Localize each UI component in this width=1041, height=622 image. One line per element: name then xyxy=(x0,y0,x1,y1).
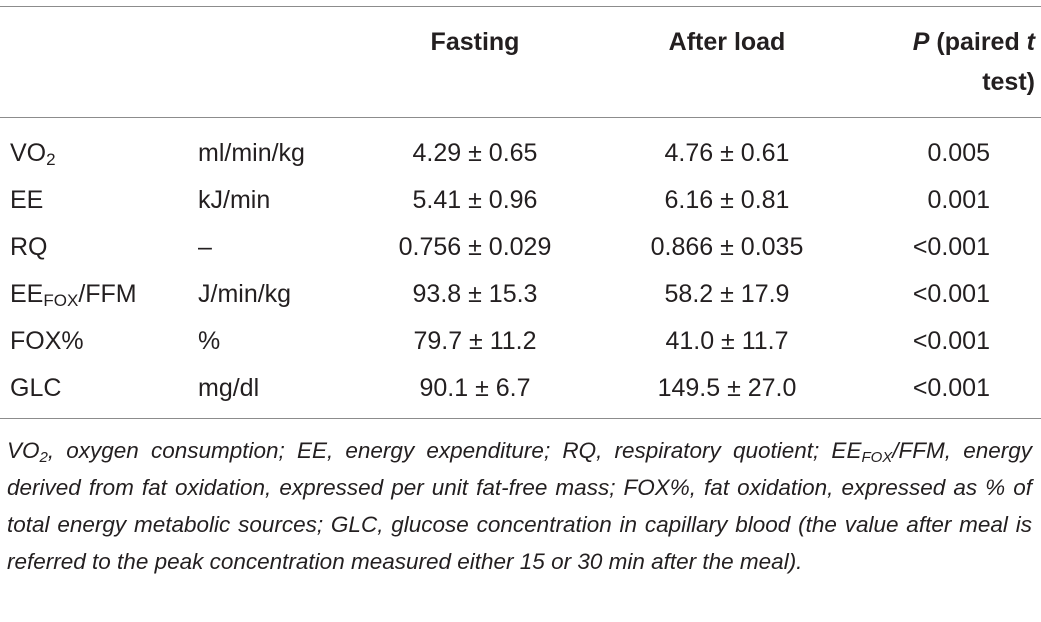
table-row: EE kJ/min 5.41 ± 0.96 6.16 ± 0.81 0.001 xyxy=(0,177,1041,224)
row-fasting: 93.8 ± 15.3 xyxy=(412,280,538,308)
row-unit: mg/dl xyxy=(198,374,260,402)
row-p-value: <0.001 xyxy=(912,327,990,355)
row-p-value: 0.005 xyxy=(927,139,990,167)
header-after-load: After load xyxy=(668,28,786,56)
table-header-rule xyxy=(0,117,1041,118)
row-p-value: <0.001 xyxy=(912,233,990,261)
row-unit: kJ/min xyxy=(198,186,271,214)
table-row: EEFOX/FFM J/min/kg 93.8 ± 15.3 58.2 ± 17… xyxy=(0,271,1041,318)
table-bottom-rule xyxy=(0,418,1041,419)
row-variable: VO2 xyxy=(10,139,56,169)
row-after-load: 4.76 ± 0.61 xyxy=(664,139,790,167)
row-p-value: <0.001 xyxy=(912,280,990,308)
row-unit: ml/min/kg xyxy=(198,139,305,167)
row-unit: J/min/kg xyxy=(198,280,292,308)
row-p-value: 0.001 xyxy=(927,186,990,214)
row-variable: GLC xyxy=(10,374,62,402)
row-fasting: 0.756 ± 0.029 xyxy=(398,233,552,261)
table-row: FOX% % 79.7 ± 11.2 41.0 ± 11.7 <0.001 xyxy=(0,318,1041,365)
table-row: VO2 ml/min/kg 4.29 ± 0.65 4.76 ± 0.61 0.… xyxy=(0,130,1041,177)
row-after-load: 6.16 ± 0.81 xyxy=(664,186,790,214)
row-variable: FOX% xyxy=(10,327,84,355)
row-after-load: 41.0 ± 11.7 xyxy=(665,327,789,355)
row-fasting: 4.29 ± 0.65 xyxy=(412,139,538,167)
row-variable: RQ xyxy=(10,233,48,261)
row-fasting: 79.7 ± 11.2 xyxy=(413,327,537,355)
header-p-value: P (paired t test) xyxy=(870,22,1035,102)
table-top-rule xyxy=(0,6,1041,7)
row-unit: % xyxy=(198,327,221,355)
table-footnote: VO2, oxygen consumption; EE, energy expe… xyxy=(7,438,1032,574)
row-fasting: 90.1 ± 6.7 xyxy=(419,374,531,402)
row-variable: EEFOX/FFM xyxy=(10,280,137,310)
header-p-letter: P xyxy=(912,28,930,56)
header-fasting: Fasting xyxy=(430,28,520,56)
row-unit: – xyxy=(198,233,212,261)
row-variable: EE xyxy=(10,186,44,214)
header-p-line2: test) xyxy=(982,68,1035,96)
header-p-text: (paired xyxy=(929,28,1027,56)
row-after-load: 149.5 ± 27.0 xyxy=(657,374,797,402)
row-after-load: 0.866 ± 0.035 xyxy=(650,233,804,261)
row-p-value: <0.001 xyxy=(912,374,990,402)
header-p-t-letter: t xyxy=(1026,28,1035,56)
table-row: RQ – 0.756 ± 0.029 0.866 ± 0.035 <0.001 xyxy=(0,224,1041,271)
row-after-load: 58.2 ± 17.9 xyxy=(664,280,790,308)
row-fasting: 5.41 ± 0.96 xyxy=(412,186,538,214)
table-row: GLC mg/dl 90.1 ± 6.7 149.5 ± 27.0 <0.001 xyxy=(0,365,1041,412)
